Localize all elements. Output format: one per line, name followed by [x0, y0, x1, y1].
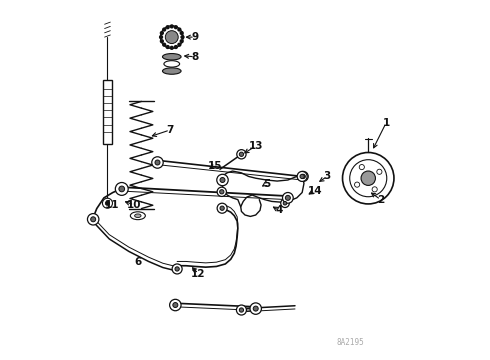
Circle shape	[177, 27, 181, 32]
Circle shape	[355, 182, 360, 187]
Circle shape	[253, 306, 258, 311]
Circle shape	[172, 264, 182, 274]
Circle shape	[166, 25, 170, 30]
Text: 14: 14	[307, 186, 322, 196]
Circle shape	[297, 171, 307, 181]
Circle shape	[285, 195, 291, 201]
Circle shape	[239, 152, 244, 157]
Text: 6: 6	[134, 257, 142, 267]
Circle shape	[152, 157, 163, 168]
Text: 7: 7	[166, 125, 173, 135]
Circle shape	[162, 42, 166, 47]
Circle shape	[115, 183, 128, 195]
Circle shape	[174, 25, 178, 30]
Circle shape	[283, 202, 287, 205]
Circle shape	[155, 160, 160, 165]
Circle shape	[102, 198, 113, 208]
Circle shape	[300, 174, 304, 179]
Ellipse shape	[135, 214, 141, 217]
Circle shape	[179, 39, 184, 43]
Circle shape	[217, 174, 228, 186]
Circle shape	[180, 35, 185, 39]
Circle shape	[217, 187, 226, 197]
Circle shape	[88, 213, 99, 225]
Circle shape	[217, 203, 227, 213]
Circle shape	[119, 186, 124, 192]
Circle shape	[177, 42, 181, 47]
Circle shape	[159, 35, 163, 39]
Ellipse shape	[130, 212, 146, 220]
Circle shape	[165, 31, 178, 44]
Circle shape	[298, 171, 308, 181]
Text: 11: 11	[105, 200, 120, 210]
Circle shape	[160, 39, 164, 43]
Text: 15: 15	[207, 161, 222, 171]
Circle shape	[91, 217, 96, 222]
Text: 1: 1	[383, 118, 390, 128]
Circle shape	[220, 206, 224, 210]
Ellipse shape	[163, 68, 181, 74]
Text: 8: 8	[192, 52, 198, 62]
Circle shape	[105, 201, 110, 205]
Circle shape	[166, 45, 170, 49]
Circle shape	[237, 305, 246, 315]
FancyBboxPatch shape	[103, 80, 112, 144]
Circle shape	[301, 174, 305, 179]
Text: 5: 5	[263, 179, 270, 189]
Circle shape	[170, 299, 181, 311]
Circle shape	[174, 45, 178, 49]
Text: 8A2195: 8A2195	[337, 338, 364, 347]
Circle shape	[237, 150, 246, 159]
Circle shape	[361, 171, 375, 185]
Circle shape	[239, 308, 244, 312]
Text: 2: 2	[377, 195, 384, 204]
Circle shape	[343, 153, 394, 204]
Circle shape	[359, 165, 365, 170]
Text: 13: 13	[248, 141, 263, 151]
Ellipse shape	[163, 54, 181, 60]
Circle shape	[281, 199, 289, 207]
Circle shape	[162, 27, 166, 32]
Text: 10: 10	[127, 200, 142, 210]
Circle shape	[170, 24, 174, 28]
Circle shape	[350, 160, 387, 197]
Circle shape	[372, 187, 377, 192]
Circle shape	[377, 169, 382, 174]
Circle shape	[175, 267, 179, 271]
Circle shape	[160, 31, 164, 35]
Text: 4: 4	[275, 205, 283, 215]
Text: 12: 12	[191, 269, 206, 279]
Circle shape	[220, 177, 225, 183]
Text: 9: 9	[192, 32, 198, 42]
Circle shape	[283, 193, 293, 203]
Text: 3: 3	[323, 171, 331, 181]
Circle shape	[220, 190, 224, 194]
Circle shape	[170, 46, 174, 50]
Circle shape	[160, 26, 183, 49]
Circle shape	[250, 303, 262, 314]
Circle shape	[173, 302, 178, 307]
Ellipse shape	[164, 61, 180, 67]
Circle shape	[179, 31, 184, 35]
